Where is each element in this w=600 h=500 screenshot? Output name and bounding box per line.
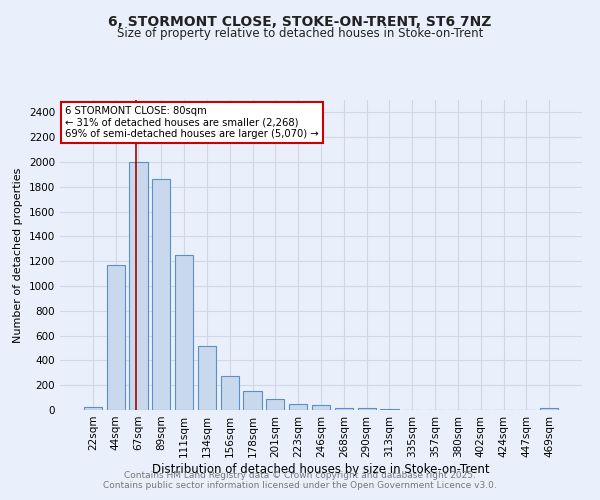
Bar: [152, 180, 170, 410]
Bar: [266, 399, 284, 410]
Bar: [244, 392, 262, 410]
Text: 6, STORMONT CLOSE, STOKE-ON-TRENT, ST6 7NZ: 6, STORMONT CLOSE, STOKE-ON-TRENT, ST6 7…: [109, 15, 491, 29]
Bar: [358, 408, 376, 410]
Bar: [175, 255, 193, 410]
Text: 6 STORMONT CLOSE: 80sqm
← 31% of detached houses are smaller (2,268)
69% of semi: 6 STORMONT CLOSE: 80sqm ← 31% of detache…: [65, 106, 319, 140]
Bar: [130, 162, 148, 410]
Y-axis label: Number of detached properties: Number of detached properties: [13, 168, 23, 342]
Bar: [221, 376, 239, 410]
Text: Size of property relative to detached houses in Stoke-on-Trent: Size of property relative to detached ho…: [117, 28, 483, 40]
Bar: [289, 404, 307, 410]
Bar: [198, 346, 216, 410]
Bar: [335, 408, 353, 410]
Bar: [84, 407, 102, 410]
Bar: [107, 265, 125, 410]
Bar: [312, 405, 330, 410]
Text: Contains HM Land Registry data © Crown copyright and database right 2025.
Contai: Contains HM Land Registry data © Crown c…: [103, 470, 497, 490]
X-axis label: Distribution of detached houses by size in Stoke-on-Trent: Distribution of detached houses by size …: [152, 462, 490, 475]
Bar: [540, 408, 558, 410]
